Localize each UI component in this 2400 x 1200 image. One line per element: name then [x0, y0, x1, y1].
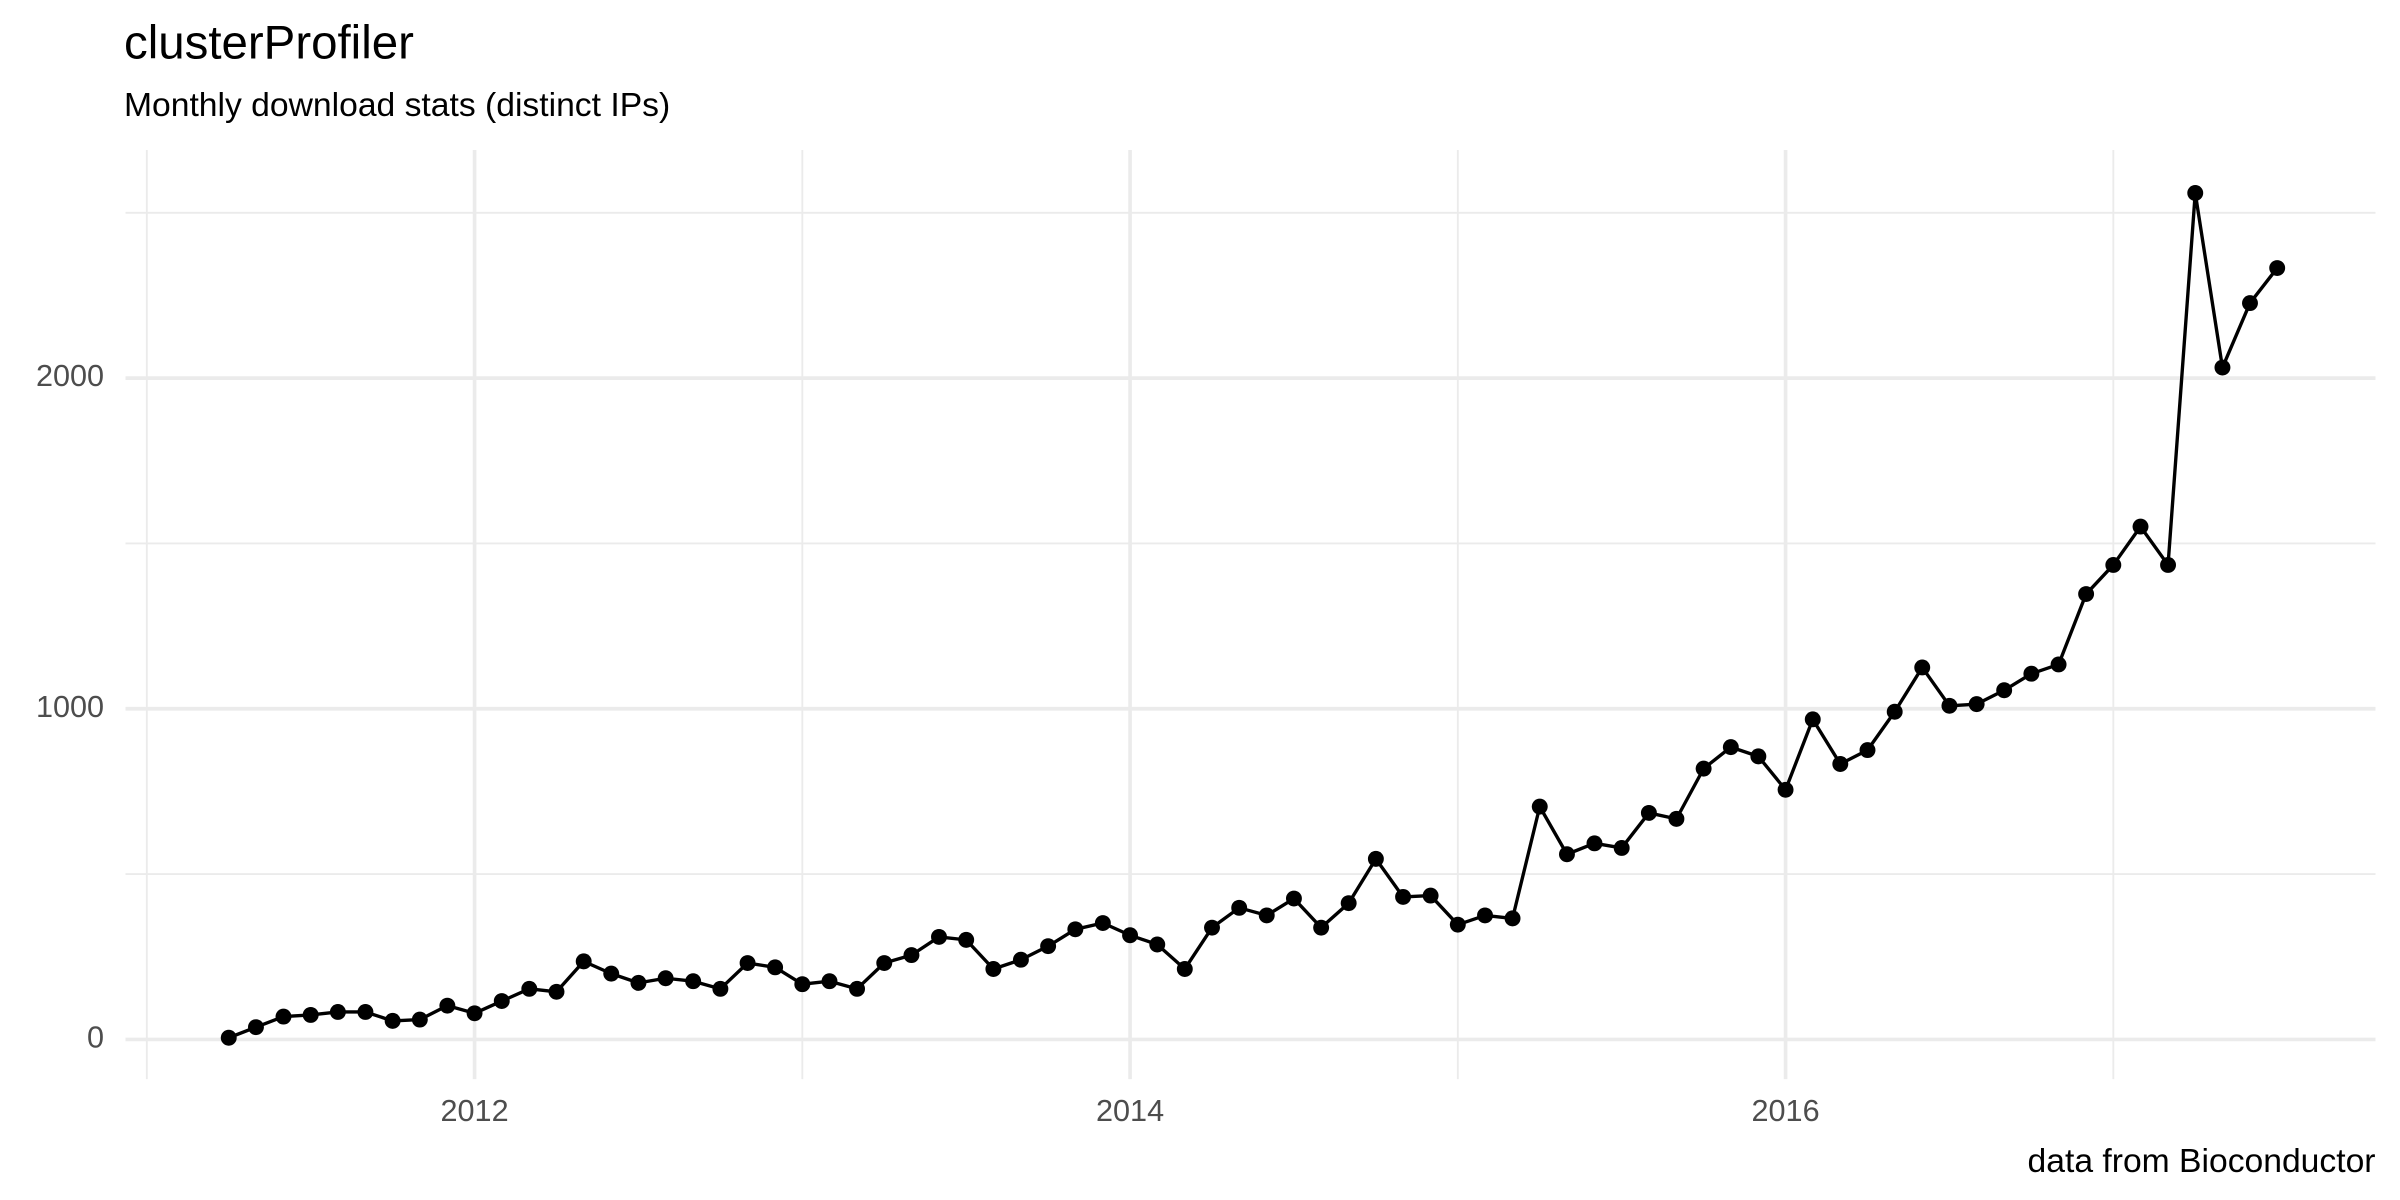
data-point: [439, 997, 456, 1014]
data-point: [1777, 781, 1794, 798]
data-point: [1122, 927, 1139, 944]
data-point: [739, 955, 756, 971]
chart-subtitle: Monthly download stats (distinct IPs): [124, 87, 670, 124]
data-point: [1231, 899, 1248, 916]
data-point: [1285, 890, 1302, 907]
data-point: [849, 980, 866, 997]
data-point: [1531, 798, 1548, 815]
data-point: [1504, 910, 1521, 927]
data-point: [548, 983, 565, 1000]
data-point: [2269, 260, 2286, 276]
data-point: [1012, 951, 1029, 968]
data-point: [1613, 840, 1630, 856]
data-point: [1750, 748, 1767, 765]
data-point: [493, 993, 510, 1010]
data-point: [2160, 556, 2177, 573]
chart-title: clusterProfiler: [124, 16, 414, 69]
data-point: [275, 1008, 292, 1025]
data-point: [1914, 659, 1931, 676]
x-tick-label: 2012: [441, 1094, 509, 1128]
data-point: [1040, 938, 1057, 955]
data-point: [712, 980, 729, 997]
data-point: [1941, 697, 1958, 714]
data-point: [1886, 703, 1903, 720]
data-point: [220, 1029, 237, 1046]
data-point: [1640, 804, 1657, 821]
data-point: [1449, 916, 1466, 933]
data-point: [876, 955, 893, 971]
data-point: [1094, 915, 1111, 931]
y-tick-label: 0: [87, 1020, 104, 1054]
data-point: [1832, 756, 1849, 772]
x-tick-label: 2016: [1752, 1094, 1820, 1128]
chart-caption: data from Bioconductor: [2028, 1143, 2376, 1180]
data-point: [1804, 711, 1821, 728]
data-point: [2078, 586, 2095, 603]
data-point: [794, 976, 811, 993]
data-point: [1422, 887, 1439, 904]
data-point: [931, 928, 947, 945]
data-point: [1859, 742, 1876, 759]
data-point: [821, 973, 838, 990]
data-point: [1722, 739, 1739, 756]
series-line: [228, 191, 2279, 1040]
data-point: [1558, 846, 1575, 863]
data-point: [384, 1012, 401, 1029]
data-point: [1204, 919, 1220, 936]
data-point: [1668, 810, 1685, 827]
data-point: [1149, 936, 1166, 953]
data-point: [2242, 295, 2258, 312]
data-point: [657, 970, 674, 987]
data-point: [1340, 895, 1357, 912]
data-point: [466, 1005, 483, 1022]
data-point: [2187, 185, 2204, 201]
data-point: [2023, 665, 2040, 682]
data-point: [1996, 682, 2013, 699]
data-point: [411, 1011, 428, 1028]
data-point: [1695, 760, 1712, 777]
data-point: [2050, 656, 2067, 673]
data-point: [630, 974, 647, 991]
data-point: [247, 1019, 264, 1036]
data-point: [1367, 850, 1384, 867]
data-point: [2214, 359, 2231, 376]
data-point: [1968, 696, 1985, 713]
data-point: [1258, 907, 1275, 924]
data-point: [2132, 518, 2149, 535]
data-point: [767, 959, 784, 976]
y-tick-label: 2000: [36, 359, 104, 393]
data-point: [1176, 961, 1193, 977]
data-point: [1395, 888, 1412, 905]
data-point: [1067, 921, 1084, 938]
data-point: [521, 980, 538, 997]
data-point: [1477, 907, 1493, 924]
data-point: [575, 953, 592, 970]
data-point: [958, 931, 975, 948]
x-tick-label: 2014: [1096, 1094, 1164, 1128]
data-point: [685, 973, 702, 990]
y-tick-label: 1000: [36, 690, 104, 724]
data-point: [1313, 919, 1330, 936]
data-point: [302, 1006, 319, 1023]
data-point: [603, 965, 620, 982]
data-point: [2105, 556, 2122, 573]
data-point: [985, 961, 1002, 977]
data-point: [329, 1004, 346, 1020]
data-point: [1586, 835, 1603, 852]
data-point: [357, 1004, 374, 1020]
data-point: [903, 947, 920, 964]
